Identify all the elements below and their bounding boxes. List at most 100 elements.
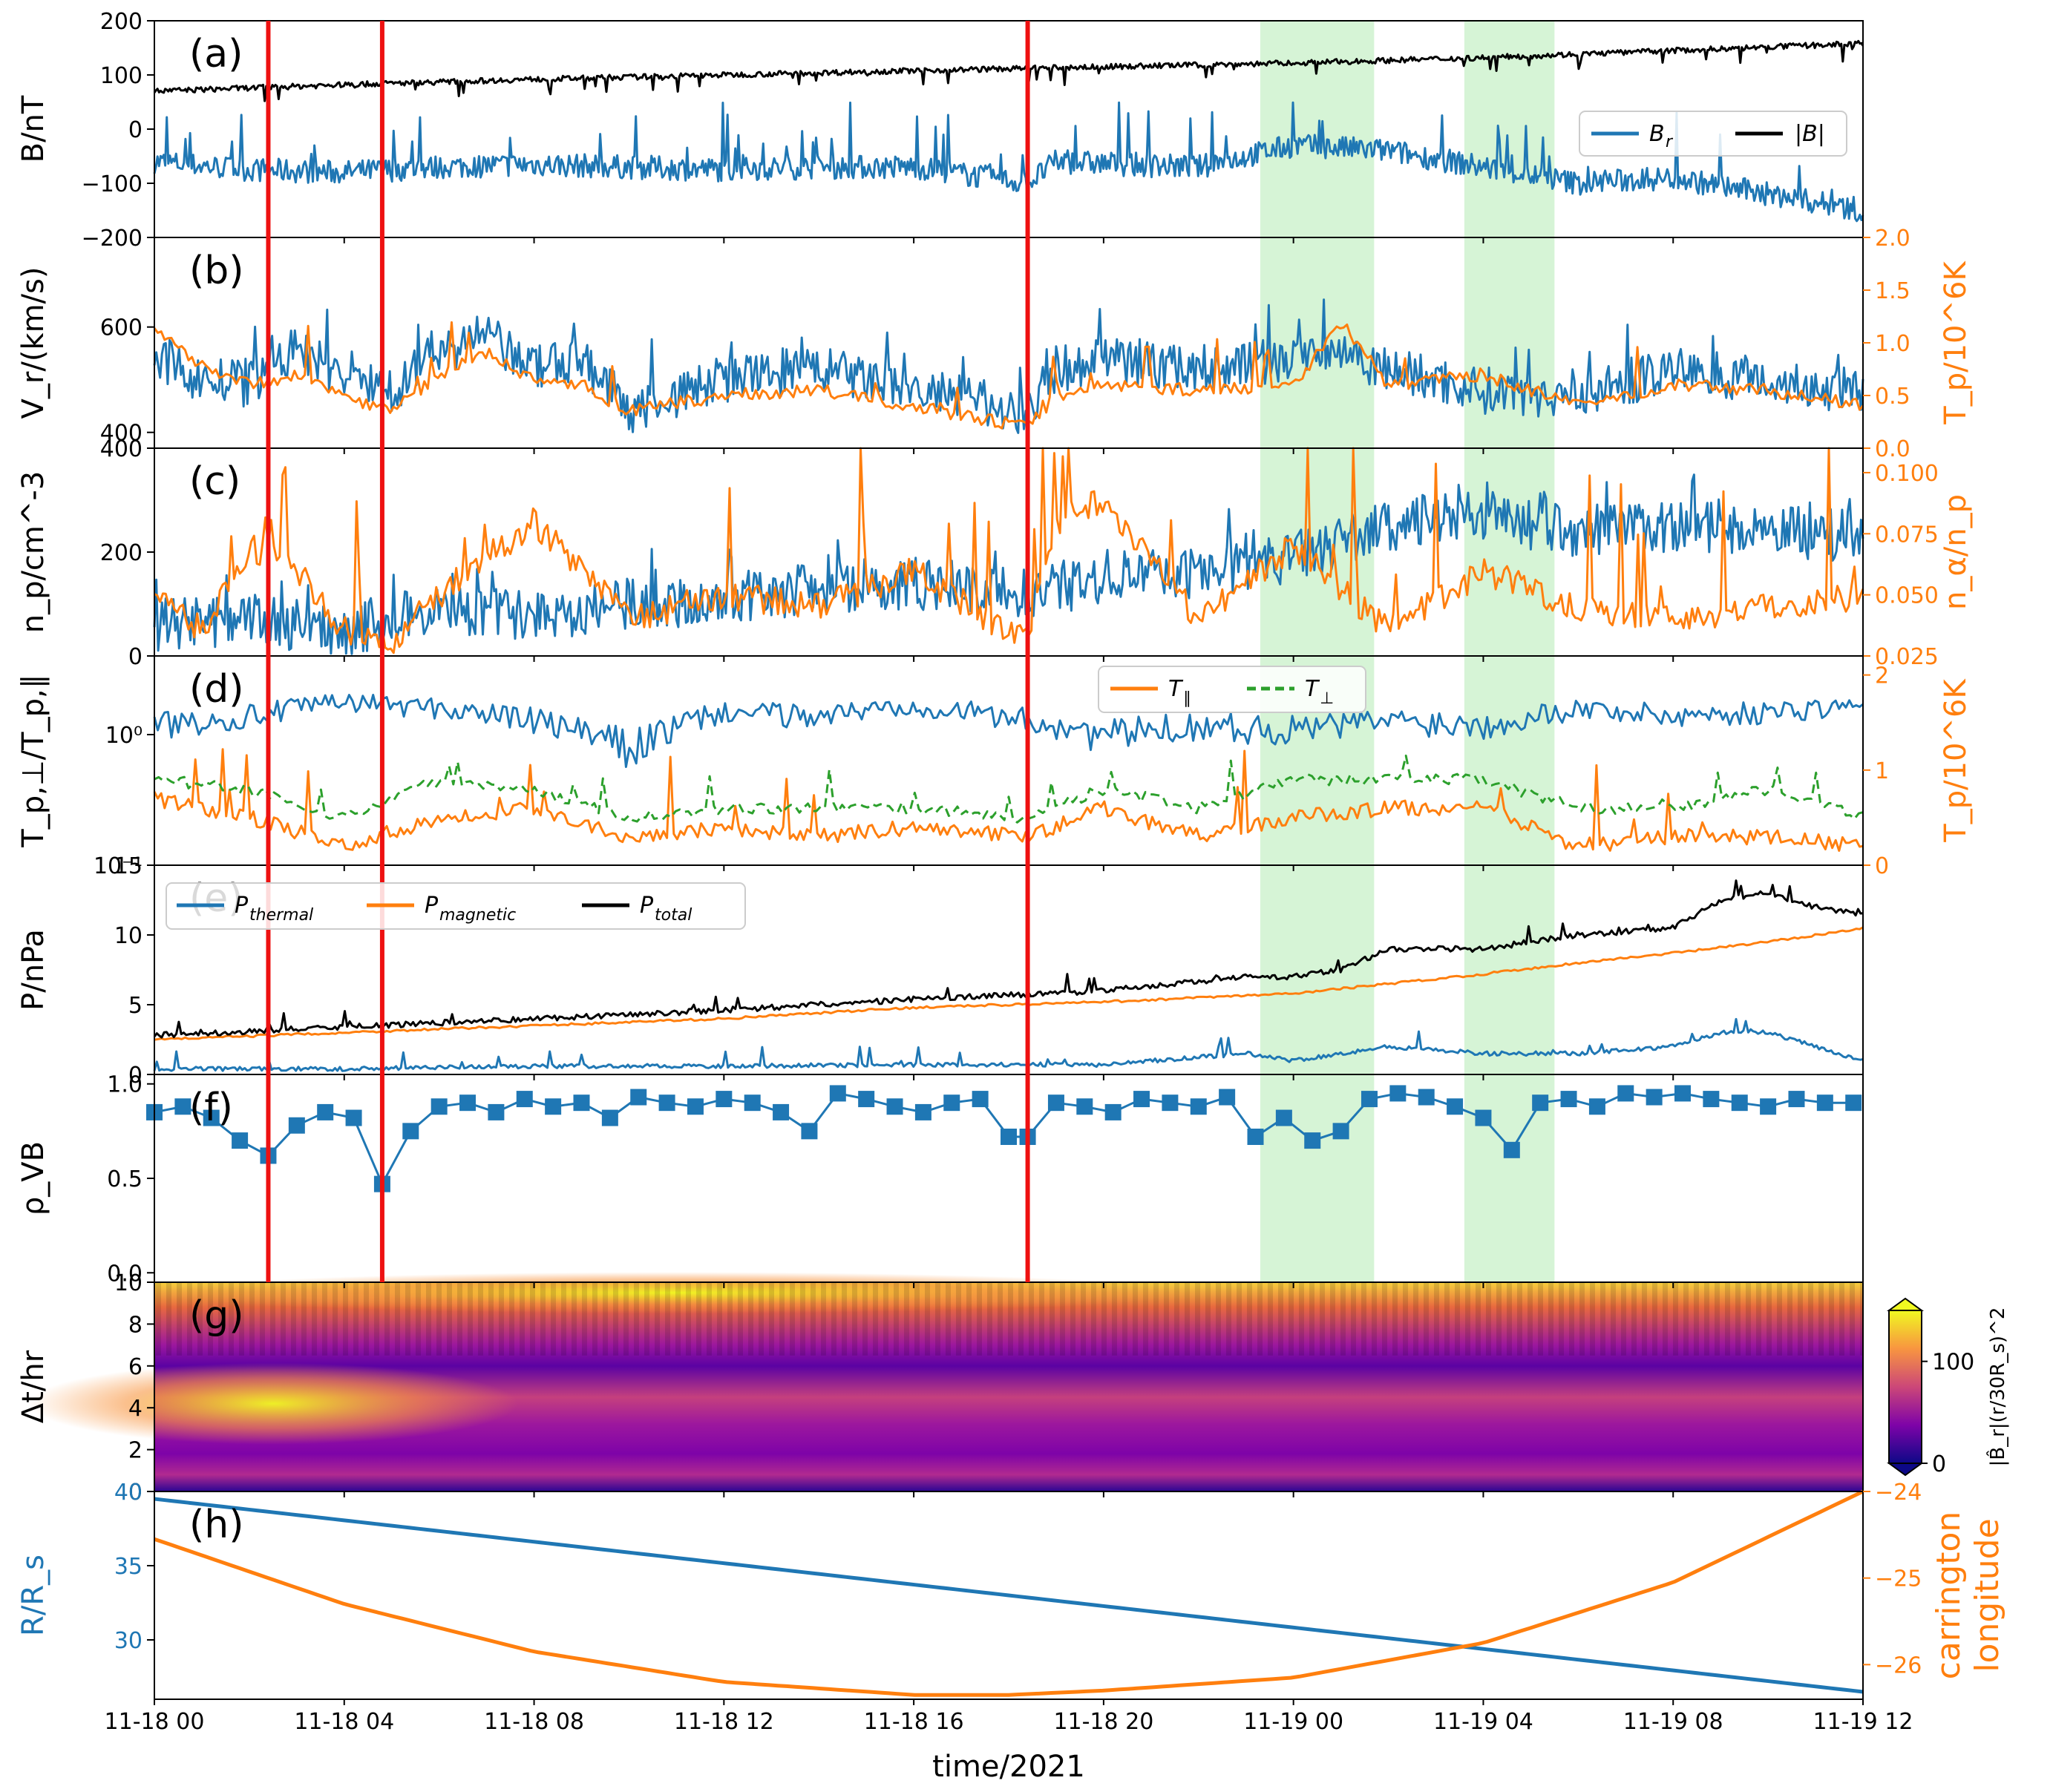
panel-f-marker-16 [601, 1109, 618, 1126]
panel-f-marker-2 [203, 1109, 220, 1126]
panel-d-ytick-label-1: 10⁻¹ [94, 853, 143, 879]
panel-f-marker-26 [886, 1098, 903, 1115]
panel-c-ytick-right-label-0: 0.100 [1875, 461, 1939, 487]
panel-b-series-1 [153, 321, 1864, 430]
panel-f-tag: (f) [189, 1086, 233, 1130]
panel-b-series-0 [153, 298, 1864, 434]
panel-a-ytick-label-3: −100 [82, 171, 143, 197]
panel-f-marker-43 [1361, 1091, 1378, 1108]
panel-e-ytick-label-0: 15 [114, 853, 143, 879]
panel-h-ytick-label-2: 30 [114, 1628, 143, 1654]
panel-b-frame [154, 237, 1864, 449]
panel-d-series-2 [154, 754, 1864, 824]
xtick-label-2: 11-18 08 [484, 1709, 584, 1735]
panel-f-marker-24 [829, 1085, 846, 1102]
panel-f-marker-22 [773, 1103, 790, 1120]
panel-h-ytick-right-label-0: −24 [1875, 1480, 1922, 1506]
panel-f-marker-36 [1162, 1094, 1179, 1112]
panel-a-ytick-label-4: −200 [82, 226, 143, 252]
colorbar-label: |B̂_r|(r/30R_s)^2 [1985, 1307, 2009, 1467]
panel-f-marker-49 [1532, 1094, 1549, 1112]
panel-f-marker-48 [1503, 1141, 1520, 1158]
panel-a-ytick-label-1: 100 [100, 63, 143, 89]
legend-a-box [1579, 111, 1847, 157]
panel-f-marker-47 [1475, 1109, 1492, 1126]
panel-f-marker-50 [1560, 1091, 1577, 1108]
panel-d-tag: (d) [189, 667, 244, 712]
panel-c-ylabel: n_p/cm^-3 [16, 471, 50, 634]
xtick-label-9: 11-19 12 [1813, 1709, 1913, 1735]
panel-g-ylabel: Δt/hr [16, 1350, 50, 1423]
panel-c-ytick-label-1: 200 [100, 540, 143, 566]
panel-f-marker-14 [545, 1098, 562, 1115]
panel-f-marker-46 [1447, 1098, 1464, 1115]
heatmap-stripes [154, 1282, 1863, 1356]
colorbar-bottom-extend [1886, 1463, 1925, 1477]
panel-b-tag: (b) [189, 249, 244, 293]
panel-f-marker-33 [1076, 1098, 1093, 1115]
panel-f-marker-37 [1190, 1098, 1207, 1115]
panel-g-ytick-label-0: 10 [114, 1270, 143, 1296]
panel-e-series-1 [154, 926, 1864, 1041]
panel-f-marker-52 [1617, 1085, 1634, 1102]
plot-layer [27, 39, 1864, 1697]
panel-f-marker-25 [858, 1091, 875, 1108]
panel-f-marker-32 [1047, 1094, 1064, 1112]
panel-f-ytick-label-1: 0.5 [107, 1166, 143, 1192]
xtick-label-1: 11-18 04 [294, 1709, 394, 1735]
panel-f-marker-40 [1275, 1109, 1292, 1126]
legend-e-box [166, 882, 746, 930]
panel-g-ytick-label-1: 8 [128, 1312, 143, 1338]
panel-e-ytick-label-2: 5 [128, 993, 143, 1019]
panel-f-marker-19 [687, 1098, 704, 1115]
panel-f-marker-1 [174, 1098, 191, 1115]
panel-g-ytick-label-3: 4 [128, 1396, 143, 1422]
panel-h-series-0 [154, 1497, 1864, 1694]
legend-d-label-tpar: T [1168, 676, 1184, 702]
panel-h-ytick-right-label-2: −26 [1875, 1652, 1922, 1678]
legend-e-label-2: P [640, 893, 654, 919]
panel-d-ytick-label-0: 10⁰ [105, 723, 143, 749]
panel-f [146, 1085, 1862, 1192]
panel-c-ylabel-right: n_α/n_p [1939, 494, 1973, 610]
legend-e-label-1: P [425, 893, 439, 919]
legend-e-label-sub-2: total [655, 906, 692, 925]
panel-b-ytick-right-label-1: 1.5 [1875, 278, 1910, 304]
panel-f-frame [154, 1074, 1864, 1283]
panel-f-marker-54 [1674, 1085, 1692, 1102]
panel-b-ytick-right-label-0: 2.0 [1875, 226, 1910, 252]
legend-d-label-tpar-sub: ∥ [1183, 689, 1191, 708]
panel-g-ytick-label-4: 2 [128, 1438, 143, 1464]
panel-b-ylabel: V_r/(km/s) [16, 267, 50, 419]
colorbar [1888, 1310, 1922, 1464]
xlabel: time/2021 [932, 1750, 1085, 1784]
panel-f-ytick-label-0: 1.0 [107, 1072, 143, 1098]
legend-d-label-tperp-sub: ⊥ [1320, 689, 1334, 708]
panel-c-ytick-label-2: 0 [128, 644, 143, 670]
panel-f-marker-56 [1731, 1094, 1748, 1112]
xtick-label-6: 11-19 00 [1243, 1709, 1343, 1735]
panel-f-marker-15 [573, 1094, 590, 1112]
legend-e-label-0: P [235, 893, 249, 919]
legend-d-label-tperp: T [1305, 676, 1320, 702]
legend-d-box [1098, 666, 1366, 713]
panel-a-ytick-label-0: 200 [100, 9, 143, 35]
panel-d-ytick-right-label-1: 1 [1875, 758, 1889, 784]
legend-a-label-br: B [1649, 121, 1665, 147]
panel-h-ytick-label-1: 35 [114, 1554, 143, 1580]
panel-f-marker-42 [1332, 1123, 1349, 1140]
panel-g-tag: (g) [189, 1293, 244, 1338]
panel-h-ylabel-right-line2: longitude [1968, 1518, 2006, 1672]
panel-c-series-0 [153, 473, 1864, 655]
shaded-intervals [1260, 21, 1555, 1282]
panel-f-marker-57 [1760, 1098, 1777, 1115]
panel-c-ytick-right-label-1: 0.075 [1875, 522, 1939, 548]
panel-b-ylabel-right: T_p/10^6K [1939, 260, 1973, 425]
panel-f-marker-23 [801, 1123, 818, 1140]
panel-f-marker-45 [1418, 1089, 1435, 1106]
panel-f-marker-17 [630, 1089, 647, 1106]
panel-d-ytick-right-label-2: 0 [1875, 853, 1889, 879]
xtick-label-4: 11-18 16 [864, 1709, 964, 1735]
panel-f-marker-44 [1389, 1085, 1407, 1102]
